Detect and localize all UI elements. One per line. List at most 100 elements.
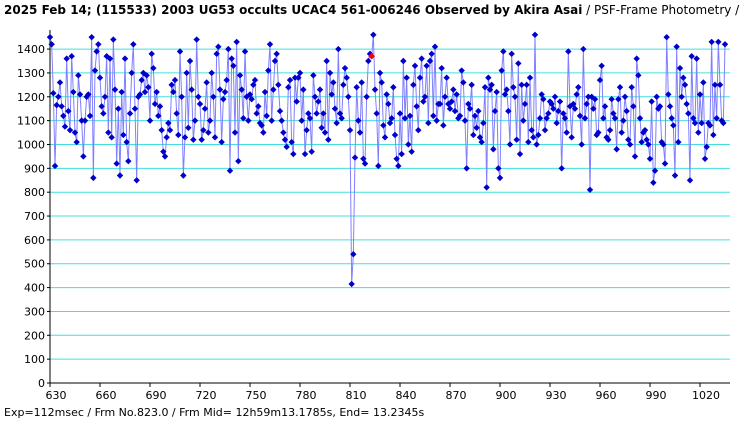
data-point (618, 129, 625, 136)
data-point (461, 117, 469, 124)
data-point (481, 84, 489, 91)
data-point (556, 98, 564, 105)
data-point (490, 146, 497, 153)
data-point (305, 110, 312, 117)
data-point (508, 50, 515, 58)
data-point (361, 160, 369, 167)
data-point (316, 86, 324, 93)
data-point (126, 110, 134, 117)
data-point (201, 105, 209, 112)
data-point (438, 64, 445, 72)
data-point (401, 115, 409, 122)
data-point (421, 93, 429, 100)
data-point (478, 138, 485, 146)
subtitle: / PSF-Frame Photometry / (582, 3, 740, 17)
data-point (111, 86, 119, 93)
data-point (638, 138, 645, 146)
data-point (185, 124, 192, 131)
data-point (631, 153, 639, 160)
data-point (228, 55, 235, 62)
data-point (713, 115, 720, 122)
data-point (538, 91, 545, 98)
data-point (598, 62, 605, 69)
data-point (176, 48, 184, 55)
chart-title: 2025 Feb 14; (115533) 2003 UG53 occults … (4, 3, 740, 17)
data-point (81, 117, 89, 124)
data-point (205, 129, 212, 136)
data-point (680, 74, 687, 81)
data-point (561, 115, 569, 122)
data-point (636, 115, 644, 122)
data-point (671, 172, 679, 179)
data-point (255, 103, 262, 110)
data-point (436, 100, 444, 108)
data-point (411, 62, 419, 69)
data-point (701, 155, 709, 162)
data-point (658, 138, 665, 146)
data-point (350, 251, 357, 258)
data-point (116, 172, 124, 179)
data-point (150, 64, 157, 72)
data-point (70, 88, 77, 96)
data-point (690, 115, 697, 122)
data-point (335, 45, 342, 53)
y-tick-label: 100 (24, 353, 45, 366)
data-point (311, 93, 319, 100)
data-point (165, 119, 172, 127)
data-point (203, 79, 210, 86)
data-point (583, 100, 590, 108)
data-point (293, 98, 300, 105)
data-point (555, 107, 562, 115)
data-point (605, 136, 612, 143)
data-point (431, 43, 439, 50)
data-point (393, 155, 400, 162)
data-point (661, 160, 669, 167)
data-point (466, 105, 474, 112)
data-point (691, 119, 699, 127)
y-tick-label: 1100 (17, 115, 45, 128)
data-point (606, 126, 614, 134)
data-point (611, 115, 619, 122)
data-point (278, 117, 285, 124)
data-point (191, 117, 199, 124)
data-point (156, 103, 164, 110)
data-point (613, 146, 620, 153)
data-point (660, 141, 667, 148)
data-point (240, 115, 247, 122)
data-point (313, 110, 320, 117)
data-point (395, 162, 402, 170)
data-point (258, 122, 265, 129)
data-point (483, 184, 490, 191)
data-point (448, 98, 455, 105)
data-point (651, 167, 659, 174)
data-point (113, 160, 120, 167)
data-point (543, 115, 550, 122)
data-point (141, 88, 149, 96)
data-point (346, 126, 354, 134)
data-point (526, 74, 534, 81)
data-point (493, 88, 500, 96)
data-point (653, 93, 660, 100)
data-point (416, 74, 424, 81)
data-point (188, 86, 195, 93)
data-point (511, 93, 519, 100)
data-point (426, 57, 434, 65)
data-point (196, 100, 204, 108)
data-point (400, 57, 407, 65)
data-point (155, 112, 162, 120)
data-point (580, 45, 587, 53)
data-point (340, 81, 347, 89)
data-point (415, 126, 422, 134)
data-point (520, 117, 527, 124)
data-point (625, 136, 632, 143)
data-point (610, 110, 617, 117)
data-point (360, 155, 367, 162)
data-point (218, 138, 225, 146)
data-point (513, 136, 520, 143)
data-point (541, 126, 549, 134)
data-point (413, 103, 420, 110)
data-point (588, 93, 595, 100)
data-point (238, 86, 245, 93)
data-point (46, 33, 54, 41)
x-tick-label: 900 (496, 389, 517, 402)
